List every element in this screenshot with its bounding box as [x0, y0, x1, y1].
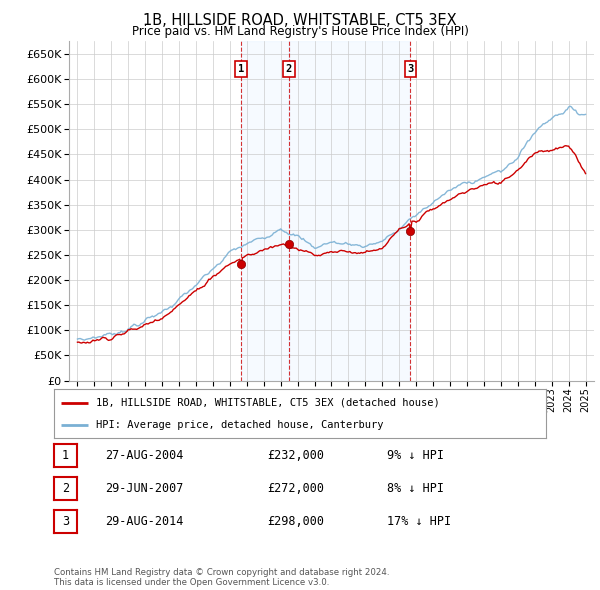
Text: 2: 2 [286, 64, 292, 74]
Bar [289, 41, 410, 381]
Text: £232,000: £232,000 [267, 449, 324, 462]
Text: 27-AUG-2004: 27-AUG-2004 [105, 449, 184, 462]
Text: 1: 1 [238, 64, 244, 74]
Text: 1B, HILLSIDE ROAD, WHITSTABLE, CT5 3EX: 1B, HILLSIDE ROAD, WHITSTABLE, CT5 3EX [143, 13, 457, 28]
Text: 17% ↓ HPI: 17% ↓ HPI [387, 515, 451, 528]
Text: 29-AUG-2014: 29-AUG-2014 [105, 515, 184, 528]
Text: 1B, HILLSIDE ROAD, WHITSTABLE, CT5 3EX (detached house): 1B, HILLSIDE ROAD, WHITSTABLE, CT5 3EX (… [96, 398, 440, 408]
Text: 1: 1 [62, 449, 69, 462]
Text: Contains HM Land Registry data © Crown copyright and database right 2024.
This d: Contains HM Land Registry data © Crown c… [54, 568, 389, 587]
Text: 3: 3 [407, 64, 413, 74]
Text: 9% ↓ HPI: 9% ↓ HPI [387, 449, 444, 462]
Text: 2: 2 [62, 482, 69, 495]
Text: £272,000: £272,000 [267, 482, 324, 495]
Text: Price paid vs. HM Land Registry's House Price Index (HPI): Price paid vs. HM Land Registry's House … [131, 25, 469, 38]
Text: 29-JUN-2007: 29-JUN-2007 [105, 482, 184, 495]
Text: HPI: Average price, detached house, Canterbury: HPI: Average price, detached house, Cant… [96, 419, 383, 430]
Text: 3: 3 [62, 515, 69, 528]
Text: £298,000: £298,000 [267, 515, 324, 528]
Bar [241, 41, 289, 381]
Text: 8% ↓ HPI: 8% ↓ HPI [387, 482, 444, 495]
